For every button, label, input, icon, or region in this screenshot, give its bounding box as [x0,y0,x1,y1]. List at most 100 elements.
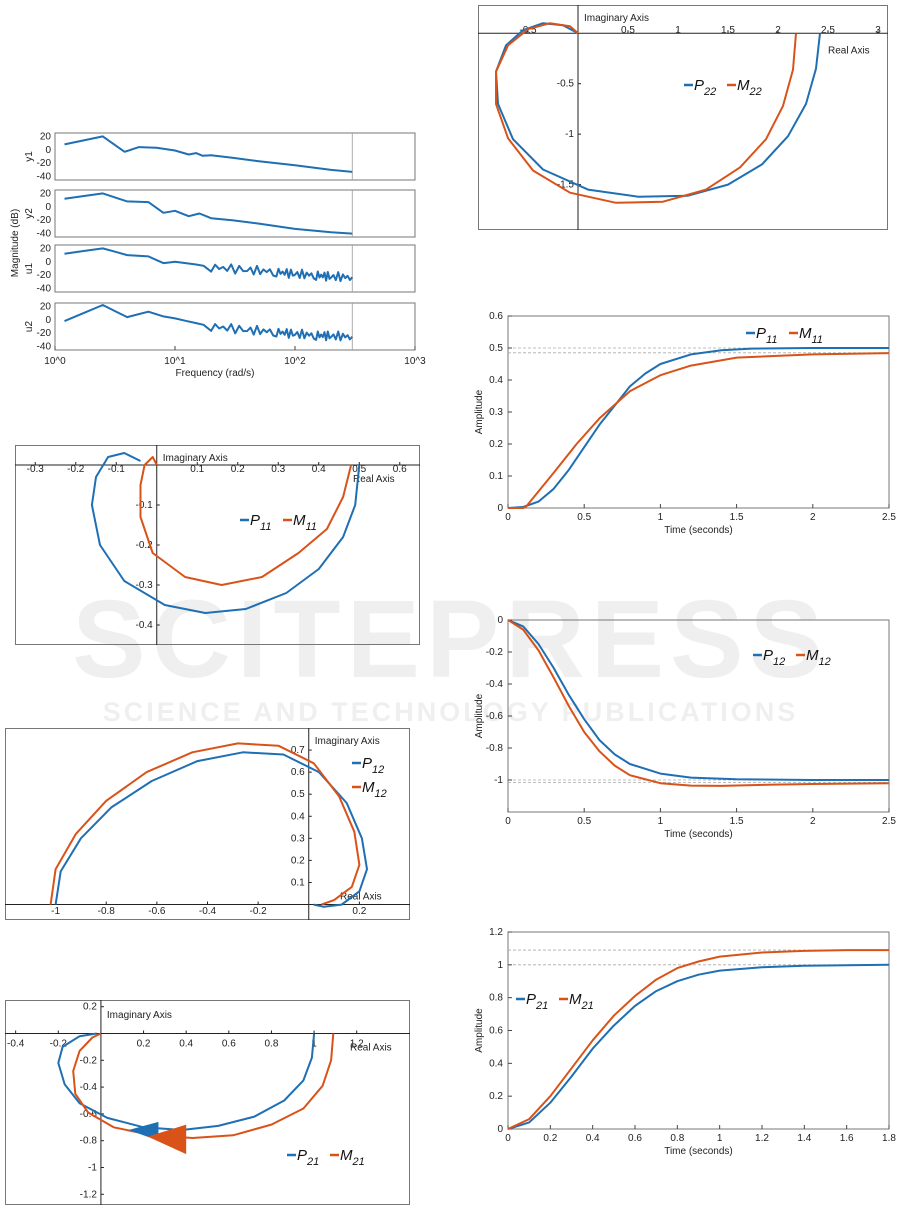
y-tick-label: 0 [45,145,51,156]
legend-subscript: 11 [766,334,777,346]
series-p-11-line [507,347,889,509]
x-tick-label: 0.4 [312,464,326,475]
legend-subscript: 12 [773,656,785,668]
x-tick-label: 1 [675,25,681,36]
y-tick-label: -0.8 [80,1136,98,1147]
x-tick-label: 1.4 [797,1133,811,1144]
x-tick-label: 0.8 [670,1133,684,1144]
nyquist-11-panel: -0.3 -0.2 -0.1 0.1 0.2 0.3 0.4 0.5 0.6 -0.1 -0.2 -0… [15,445,420,645]
legend-label-p: P21 [526,991,548,1012]
direction-arrow-m21 [147,1124,187,1155]
y-tick-label: 0.1 [291,877,305,888]
y-tick-label: -0.4 [486,679,504,690]
legend-label-p: P22 [694,77,716,98]
legend-label-p: P11 [756,325,777,346]
legend-name: P [526,991,536,1008]
y-tick-label: -1 [565,129,574,140]
legend-label-m: M21 [340,1147,365,1168]
bode-chart: 200-20-40y1200-20-40y2200-20-40u1200-20-… [10,131,426,379]
y-tick-label: 0.2 [83,1002,97,1013]
y-tick-label: 0.5 [291,789,305,800]
imaginary-axis-label: Imaginary Axis [163,453,228,464]
x-tick-label: 0.2 [352,906,366,917]
y-tick-label: 0.4 [291,811,305,822]
x-tick-label: -0.4 [7,1038,25,1049]
y-tick-label: 0.2 [489,1091,503,1102]
y-tick-label: 0 [45,257,51,268]
legend-name: M [737,77,750,94]
step-21-panel: 0 0.2 0.4 0.6 0.8 1 1.2 1.4 1.6 1.8 0 0.2 0.4 0.6 0.8 1… [470,924,896,1164]
legend-label-p: P12 [362,755,384,776]
legend-subscript: 22 [749,86,762,98]
subplot-frame [54,132,416,181]
y-tick-label: -20 [37,158,52,169]
y-tick-label: 0.3 [291,833,305,844]
x-axis-label: Time (seconds) [664,1146,733,1157]
legend-subscript: 12 [372,764,384,776]
series-p-22-line [495,22,821,198]
x-tick-label: 1 [658,816,664,827]
x-tick-label: -0.4 [199,906,217,917]
legend-subscript: 12 [375,788,387,800]
series-p-11-line [90,452,361,614]
legend-label-m: M11 [799,325,823,346]
x-tick-label: -0.8 [98,906,116,917]
x-tick-label: 10^2 [284,356,306,367]
legend-label-p: P11 [250,512,271,533]
legend-name: P [250,512,260,529]
y-tick-label: -0.6 [80,1109,98,1120]
y-tick-label: -20 [37,270,52,281]
legend-subscript: 21 [352,1156,365,1168]
subplot-label: y1 [24,151,35,162]
x-tick-label: 0.5 [621,25,635,36]
legend-subscript: 11 [812,334,823,346]
legend-label-m: M12 [806,647,831,668]
legend-subscript: 11 [260,521,271,533]
x-tick-label: 0 [505,1133,511,1144]
y-axis-label: Amplitude [474,389,485,434]
y-tick-label: -1 [494,775,503,786]
imaginary-axis-label: Imaginary Axis [107,1010,172,1021]
x-tick-label: 0.4 [586,1133,600,1144]
nyquist-12-chart: -1 -0.8 -0.6 -0.4 -0.2 0.2 0.1 0.2 0.3 0.4 0.5 0.6 0… [5,728,410,920]
plot-frame [5,728,410,920]
y-tick-label: 0.6 [489,311,503,322]
y-tick-label: 0.6 [489,1026,503,1037]
x-tick-label: 0.4 [179,1038,193,1049]
x-tick-label: 3 [875,25,881,36]
x-tick-label: 1 [717,1133,723,1144]
step-12-chart: 0 0.5 1 1.5 2 2.5 0 -0.2 -0.4 -0.6 -0.8 -1 Time (sec… [474,615,896,840]
legend-label-m: M12 [362,779,387,800]
legend-subscript: 22 [703,86,716,98]
x-tick-label: 0.6 [628,1133,642,1144]
bode-y1-line [64,135,353,173]
y-tick-label: -40 [37,172,52,183]
x-tick-label: 1.6 [840,1133,854,1144]
legend-label-p: P21 [297,1147,319,1168]
legend-name: M [806,647,819,664]
series-m-22-line [495,22,797,204]
x-tick-label: 0 [505,512,511,523]
x-tick-label: -0.2 [250,906,268,917]
legend-name: P [763,647,773,664]
series-m-21-line [507,949,889,1130]
y-axis-label: Magnitude (dB) [10,209,21,277]
x-tick-label: 2.5 [821,25,835,36]
y-tick-label: -20 [37,328,52,339]
y-tick-label: -0.8 [486,743,504,754]
real-axis-label: Real Axis [350,1042,392,1053]
legend-name: P [694,77,704,94]
y-axis-label: Amplitude [474,1008,485,1053]
y-tick-label: 20 [40,131,52,142]
y-tick-label: -0.2 [486,647,504,658]
y-tick-label: -1.5 [557,180,575,191]
nyquist-22-chart: -0.5 0.5 1 1.5 2 2.5 3 -0.5 -1 -1.5 Imaginary Axis… [478,5,888,230]
x-tick-label: 0.2 [231,464,245,475]
y-tick-label: 1.2 [489,927,503,938]
y-tick-label: 0.4 [489,375,503,386]
series-m-12-line [49,742,361,906]
nyquist-11-chart: -0.3 -0.2 -0.1 0.1 0.2 0.3 0.4 0.5 0.6-0.1-0.2-0… [15,445,420,645]
x-axis-label: Frequency (rad/s) [176,368,255,379]
y-tick-label: -1 [88,1162,97,1173]
x-tick-label: 1 [658,512,664,523]
